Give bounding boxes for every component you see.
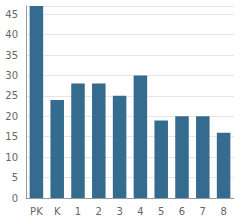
- svg-text:K: K: [54, 206, 61, 217]
- svg-text:25: 25: [5, 90, 18, 101]
- svg-text:8: 8: [220, 206, 226, 217]
- svg-text:5: 5: [158, 206, 164, 217]
- svg-text:20: 20: [5, 111, 18, 122]
- svg-text:0: 0: [12, 193, 18, 204]
- svg-text:35: 35: [5, 50, 18, 61]
- svg-text:5: 5: [12, 172, 18, 183]
- svg-text:2: 2: [96, 206, 102, 217]
- svg-text:6: 6: [179, 206, 185, 217]
- svg-text:30: 30: [5, 70, 18, 81]
- svg-text:7: 7: [200, 206, 206, 217]
- svg-text:PK: PK: [30, 206, 43, 217]
- svg-text:4: 4: [137, 206, 143, 217]
- svg-text:10: 10: [5, 152, 18, 163]
- svg-text:15: 15: [5, 131, 18, 142]
- svg-text:1: 1: [75, 206, 81, 217]
- svg-text:40: 40: [5, 29, 18, 40]
- svg-text:3: 3: [116, 206, 122, 217]
- svg-text:45: 45: [5, 9, 18, 20]
